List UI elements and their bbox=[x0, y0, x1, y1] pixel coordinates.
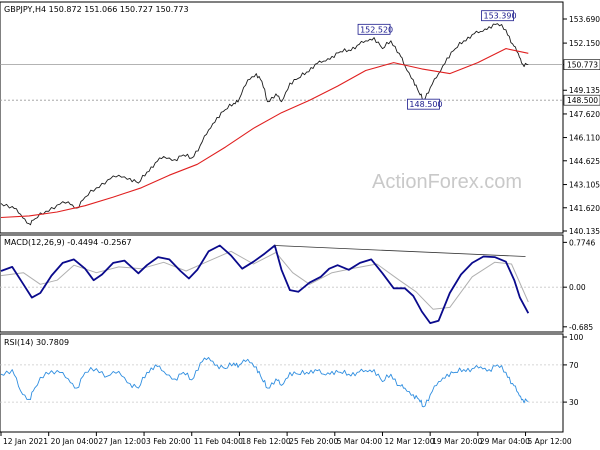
price-tag-box bbox=[563, 94, 600, 106]
price-reference-lines bbox=[0, 64, 563, 101]
macd-panel-frame bbox=[0, 234, 564, 333]
price-tag-label: 148.500 bbox=[567, 96, 598, 105]
price-series bbox=[0, 23, 529, 226]
x-tick-label: 27 Jan 12:00 bbox=[98, 437, 146, 446]
x-tick-label: 29 Mar 04:00 bbox=[480, 437, 530, 446]
price-price-line bbox=[0, 23, 529, 226]
price-panel-frame bbox=[0, 1, 564, 234]
price-y-tick-label: 141.620 bbox=[569, 204, 600, 213]
x-tick-label: 12 Mar 12:00 bbox=[384, 437, 434, 446]
x-tick-label: 11 Feb 04:00 bbox=[194, 437, 243, 446]
price-y-tick-label: 147.620 bbox=[569, 110, 600, 119]
x-tick-label: 25 Feb 20:00 bbox=[289, 437, 338, 446]
rsi-panel: RSI(14) 30.7809 100 70 30 bbox=[0, 333, 584, 433]
macd-panel-title: MACD(12,26,9) -0.4494 -0.2567 bbox=[4, 238, 132, 247]
rsi-y-tick-label: 30 bbox=[569, 398, 579, 407]
macd-y-tick-label: 0.00 bbox=[569, 283, 586, 292]
macd-macd-line bbox=[0, 244, 530, 324]
x-tick-label: 3 Feb 20:00 bbox=[146, 437, 191, 446]
x-tick-label: 19 Mar 20:00 bbox=[432, 437, 482, 446]
watermark: ActionForex.com bbox=[372, 171, 522, 193]
macd-trendline bbox=[274, 245, 526, 257]
price-y-tick-label: 143.105 bbox=[569, 181, 600, 190]
price-y-tick-label: 140.135 bbox=[569, 227, 600, 236]
macd-panel: MACD(12,26,9) -0.4494 -0.2567 0.7746 0.00… bbox=[0, 234, 595, 333]
rsi-rsi-line bbox=[0, 357, 529, 408]
price-annotation-label: 153.390 bbox=[483, 12, 516, 21]
price-y-tick-label: 149.135 bbox=[569, 86, 600, 95]
x-tick-label: 12 Jan 2021 bbox=[3, 437, 48, 446]
macd-signal-line bbox=[0, 250, 529, 310]
price-tag-box bbox=[563, 59, 600, 70]
price-panel-title: GBPJPY,H4 150.872 151.066 150.727 150.77… bbox=[4, 5, 189, 14]
rsi-series bbox=[0, 357, 529, 408]
price-annotation-box bbox=[481, 10, 514, 22]
rsi-panel-title: RSI(14) 30.7809 bbox=[4, 338, 69, 347]
price-tag-label: 150.773 bbox=[567, 61, 598, 70]
macd-y-tick-label: 0.7746 bbox=[569, 238, 595, 247]
price-moving-average-line bbox=[0, 48, 529, 219]
rsi-panel-frame bbox=[0, 333, 564, 433]
price-y-axis: 140.135 141.620 143.105 144.625 146.110 147.6… bbox=[563, 15, 600, 236]
x-tick-label: 18 Feb 12:00 bbox=[241, 437, 290, 446]
x-tick-label: 5 Mar 04:00 bbox=[337, 437, 383, 446]
rsi-y-tick-label: 70 bbox=[569, 361, 579, 370]
macd-series bbox=[0, 244, 530, 324]
price-panel: GBPJPY,H4 150.872 151.066 150.727 150.77… bbox=[0, 1, 600, 236]
price-annotation-label: 148.500 bbox=[409, 100, 442, 109]
x-tick-label: 5 Apr 12:00 bbox=[528, 437, 572, 446]
rsi-levels bbox=[0, 364, 563, 403]
macd-y-tick-label: -0.685 bbox=[569, 323, 593, 332]
price-annotations: 152.520 153.390 148.500 bbox=[357, 10, 517, 110]
rsi-y-axis: 100 70 30 bbox=[563, 333, 584, 407]
x-axis: 12 Jan 2021 20 Jan 04:00 27 Jan 12:00 3 Feb… bbox=[0, 432, 572, 446]
x-tick-label: 20 Jan 04:00 bbox=[51, 437, 99, 446]
price-annotation-box bbox=[357, 23, 391, 35]
price-y-tick-label: 152.150 bbox=[569, 39, 600, 48]
macd-y-axis: 0.7746 0.00 -0.685 bbox=[563, 238, 595, 332]
price-y-tick-label: 144.625 bbox=[569, 157, 600, 166]
price-y-tick-label: 146.110 bbox=[569, 134, 600, 143]
price-y-tick-label: 153.690 bbox=[569, 15, 600, 24]
price-annotation-box bbox=[407, 98, 440, 110]
rsi-y-tick-label: 100 bbox=[569, 333, 584, 342]
price-annotation-label: 152.520 bbox=[360, 25, 393, 34]
